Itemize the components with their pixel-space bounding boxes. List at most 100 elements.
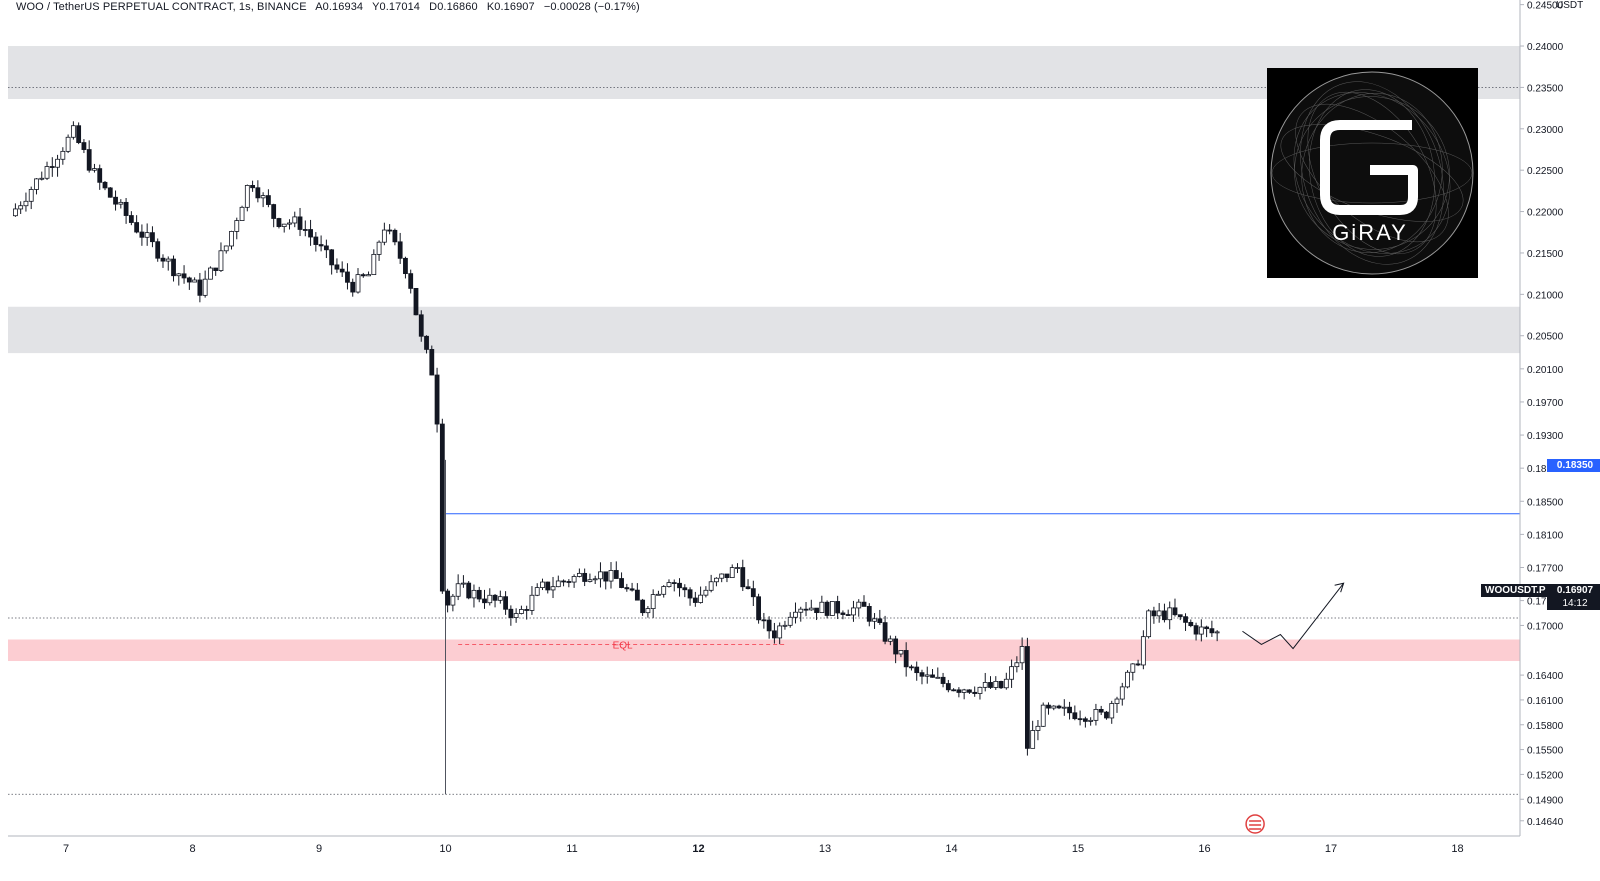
candle-body-204 <box>1088 719 1094 722</box>
candle-body-60 <box>329 249 335 266</box>
candle-body-158 <box>845 614 851 616</box>
candle-body-223 <box>1188 621 1194 627</box>
candle-body-54 <box>297 216 303 230</box>
candle-body-141 <box>756 596 761 621</box>
candle-body-126 <box>677 582 682 589</box>
candle-body-52 <box>287 222 292 225</box>
candle-body-165 <box>882 622 888 642</box>
candle-body-146 <box>782 624 788 627</box>
candle-body-47 <box>260 195 266 199</box>
candle-body-118 <box>634 589 640 601</box>
candle-body-24 <box>139 231 145 238</box>
candle-body-109 <box>587 579 593 582</box>
price-tick-label-19: 0.16100 <box>1527 696 1564 707</box>
candle-body-45 <box>250 185 255 189</box>
candle-body-100 <box>540 581 545 588</box>
eql-label: EQL <box>613 640 633 651</box>
price-tick-label-15: 0.17700 <box>1527 563 1564 574</box>
candle-body-184 <box>982 682 988 688</box>
candle-body-191 <box>1019 646 1025 664</box>
time-tick-label-0: 7 <box>63 843 69 855</box>
candle-body-41 <box>229 231 234 247</box>
candle-body-205 <box>1093 708 1099 721</box>
symbol-title: WOO / TetherUS PERPETUAL CONTRACT, 1s, B… <box>16 1 307 13</box>
candle-body-224 <box>1193 625 1199 635</box>
time-tick-label-3: 10 <box>439 843 451 855</box>
candle-body-71 <box>387 229 393 232</box>
candle-body-10 <box>65 136 71 152</box>
candle-body-111 <box>598 571 603 580</box>
candle-body-61 <box>334 264 340 270</box>
candle-body-19 <box>113 196 118 205</box>
candle-body-30 <box>171 258 176 277</box>
candle-body-128 <box>687 589 693 599</box>
candle-body-73 <box>397 241 403 259</box>
candle-body-121 <box>650 594 656 609</box>
open-value: A0.16934 <box>315 1 364 13</box>
candle-body-203 <box>1082 718 1088 722</box>
candle-body-65 <box>355 274 361 293</box>
candle-body-201 <box>1072 712 1078 720</box>
candle-body-48 <box>265 195 271 205</box>
candle-body-115 <box>619 578 624 588</box>
candle-body-133 <box>714 577 719 583</box>
candle-body-200 <box>1067 706 1072 714</box>
candle-body-92 <box>497 596 503 601</box>
projection-path[interactable] <box>1242 582 1345 650</box>
candle-body-53 <box>292 216 298 224</box>
candle-body-14 <box>86 149 92 171</box>
candle-body-110 <box>592 578 598 581</box>
candle-body-125 <box>671 582 677 584</box>
candle-body-70 <box>381 229 387 243</box>
candle-body-170 <box>909 666 914 669</box>
price-tick-label-17: 0.17000 <box>1527 621 1564 632</box>
candle-body-132 <box>708 581 714 591</box>
price-tick-label-10: 0.19700 <box>1527 398 1564 409</box>
candle-body-76 <box>413 288 419 316</box>
candle-body-185 <box>988 682 993 688</box>
time-tick-label-2: 9 <box>316 843 322 855</box>
candle-body-228 <box>1214 631 1220 634</box>
candle-body-124 <box>666 582 672 587</box>
candle-body-105 <box>566 581 572 583</box>
price-tick-label-21: 0.15500 <box>1527 746 1564 757</box>
candle-body-135 <box>724 573 730 579</box>
candle-body-116 <box>624 587 630 590</box>
candle-body-89 <box>482 598 487 604</box>
candle-body-56 <box>308 229 313 238</box>
change-value: −0.00028 (−0.17%) <box>543 1 640 13</box>
level-price-tag: 0.18350 <box>1547 459 1600 472</box>
candle-body-75 <box>408 273 414 289</box>
candle-body-74 <box>403 257 408 275</box>
candle-body-28 <box>160 257 166 262</box>
candle-body-64 <box>350 281 356 293</box>
candle-body-163 <box>872 618 877 622</box>
candle-body-106 <box>571 576 577 583</box>
candle-body-162 <box>866 606 872 622</box>
candle-body-113 <box>608 570 614 582</box>
candle-body-5 <box>39 177 45 180</box>
price-tick-label-2: 0.23500 <box>1527 83 1564 94</box>
candle-body-193 <box>1030 730 1036 749</box>
candle-body-145 <box>777 625 783 639</box>
event-flag-icon[interactable] <box>1245 814 1265 834</box>
logo-g-letter <box>1320 120 1418 215</box>
price-tick-label-13: 0.18500 <box>1527 497 1564 508</box>
time-tick-label-5: 12 <box>692 843 704 855</box>
candle-body-182 <box>972 691 978 694</box>
bar-countdown: 14:12 <box>1547 597 1600 610</box>
time-tick-label-4: 11 <box>566 843 577 855</box>
candle-body-127 <box>682 587 688 591</box>
candle-body-175 <box>935 676 941 679</box>
candle-body-188 <box>1003 678 1009 689</box>
logo-text: GiRAY <box>1332 220 1408 245</box>
candle-body-20 <box>118 201 124 205</box>
candle-body-46 <box>255 187 261 199</box>
candle-body-120 <box>645 608 651 614</box>
candle-body-58 <box>318 244 324 247</box>
candle-body-98 <box>529 594 535 611</box>
candle-body-84 <box>455 583 461 597</box>
candle-body-26 <box>150 232 155 243</box>
